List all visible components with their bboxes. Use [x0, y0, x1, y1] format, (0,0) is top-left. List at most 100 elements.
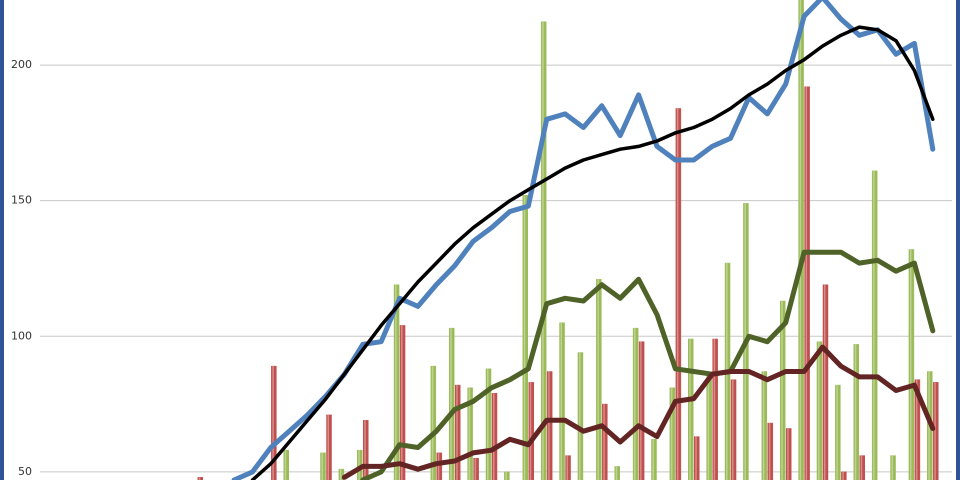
bar-highlight [395, 284, 397, 480]
bar-highlight [272, 366, 274, 480]
bar-highlight [640, 341, 642, 480]
bar-highlight [842, 471, 844, 480]
bar-highlight [713, 338, 716, 480]
bar-highlight [327, 414, 330, 480]
bar [785, 428, 792, 480]
bar [908, 249, 915, 480]
bar [540, 21, 547, 480]
bar [933, 382, 939, 480]
bar [454, 384, 461, 480]
bar [835, 384, 841, 480]
bar-highlight [450, 328, 452, 480]
bar-highlight [431, 366, 434, 480]
line-series [341, 344, 936, 480]
bar [283, 449, 289, 480]
bar [822, 284, 829, 480]
bar [363, 420, 369, 480]
bar-highlight [823, 284, 826, 480]
bar-highlight [505, 471, 507, 480]
bar-highlight [529, 382, 532, 480]
y-tick-label: 50 [18, 465, 32, 478]
bar-highlight [787, 428, 789, 480]
bar-highlight [732, 379, 734, 480]
bar [399, 325, 406, 480]
bar-highlight [652, 439, 654, 480]
bar [504, 471, 510, 480]
bar [675, 108, 682, 480]
bar [448, 327, 455, 480]
bar [491, 392, 498, 480]
bar [528, 382, 535, 480]
bar [804, 86, 810, 480]
bar-highlight [578, 352, 581, 480]
bar [473, 458, 479, 480]
bar-highlight [560, 322, 563, 480]
bar-highlight [339, 469, 342, 480]
bar-highlight [468, 387, 471, 480]
bar [546, 371, 553, 480]
bar [871, 170, 878, 480]
bar [197, 477, 204, 480]
bar-highlight [836, 385, 838, 480]
bar-highlight [358, 450, 360, 480]
bar-highlight [670, 387, 673, 480]
bar-highlight [805, 86, 808, 480]
bar-highlight [762, 371, 765, 480]
bar [688, 338, 694, 480]
bar-highlight [860, 455, 863, 480]
bar-highlight [799, 0, 802, 480]
bar-highlight [198, 477, 201, 480]
bar [602, 403, 608, 480]
bar [326, 414, 332, 480]
bar [816, 341, 823, 480]
bar-highlight [597, 279, 599, 480]
bar-highlight [364, 420, 366, 480]
bar [841, 471, 847, 480]
bar-highlight [615, 466, 618, 480]
line-series [250, 25, 935, 480]
bar-highlight [817, 341, 820, 480]
bar [761, 371, 768, 480]
bar [694, 436, 700, 480]
bar-highlight [891, 455, 894, 480]
bar [638, 341, 645, 480]
bar-highlight [768, 423, 771, 480]
plot-area [40, 0, 952, 480]
bar-highlight [566, 455, 569, 480]
bar [632, 327, 639, 480]
bar-highlight [695, 436, 697, 480]
bar-highlight [284, 450, 287, 480]
bar [485, 368, 492, 480]
bar-highlight [474, 458, 477, 480]
y-tick-label: 150 [11, 194, 32, 207]
bar-highlight [523, 195, 526, 480]
bar-highlight [915, 379, 918, 480]
bar-highlight [493, 393, 495, 480]
bar-highlight [781, 301, 783, 480]
bar [393, 284, 400, 480]
bar-highlight [548, 371, 550, 480]
bar [890, 455, 896, 480]
bar [859, 455, 866, 480]
bar [798, 0, 804, 480]
bar-highlight [707, 374, 710, 480]
bar-highlight [676, 108, 679, 480]
bar-highlight [487, 368, 489, 480]
y-tick-label: 200 [11, 58, 32, 71]
bar-highlight [934, 382, 936, 480]
line-series [360, 249, 936, 480]
bar-highlight [634, 328, 636, 480]
bar [338, 468, 345, 480]
y-tick-label: 100 [11, 329, 32, 342]
bar-highlight [689, 338, 691, 480]
bar-highlight [909, 249, 912, 480]
bar [712, 338, 718, 480]
bar-highlight [873, 170, 875, 480]
bar-highlight [456, 385, 458, 480]
bar-highlight [542, 21, 544, 480]
bar-highlight [603, 404, 605, 480]
bar [522, 195, 529, 480]
bar-highlight [321, 452, 324, 480]
